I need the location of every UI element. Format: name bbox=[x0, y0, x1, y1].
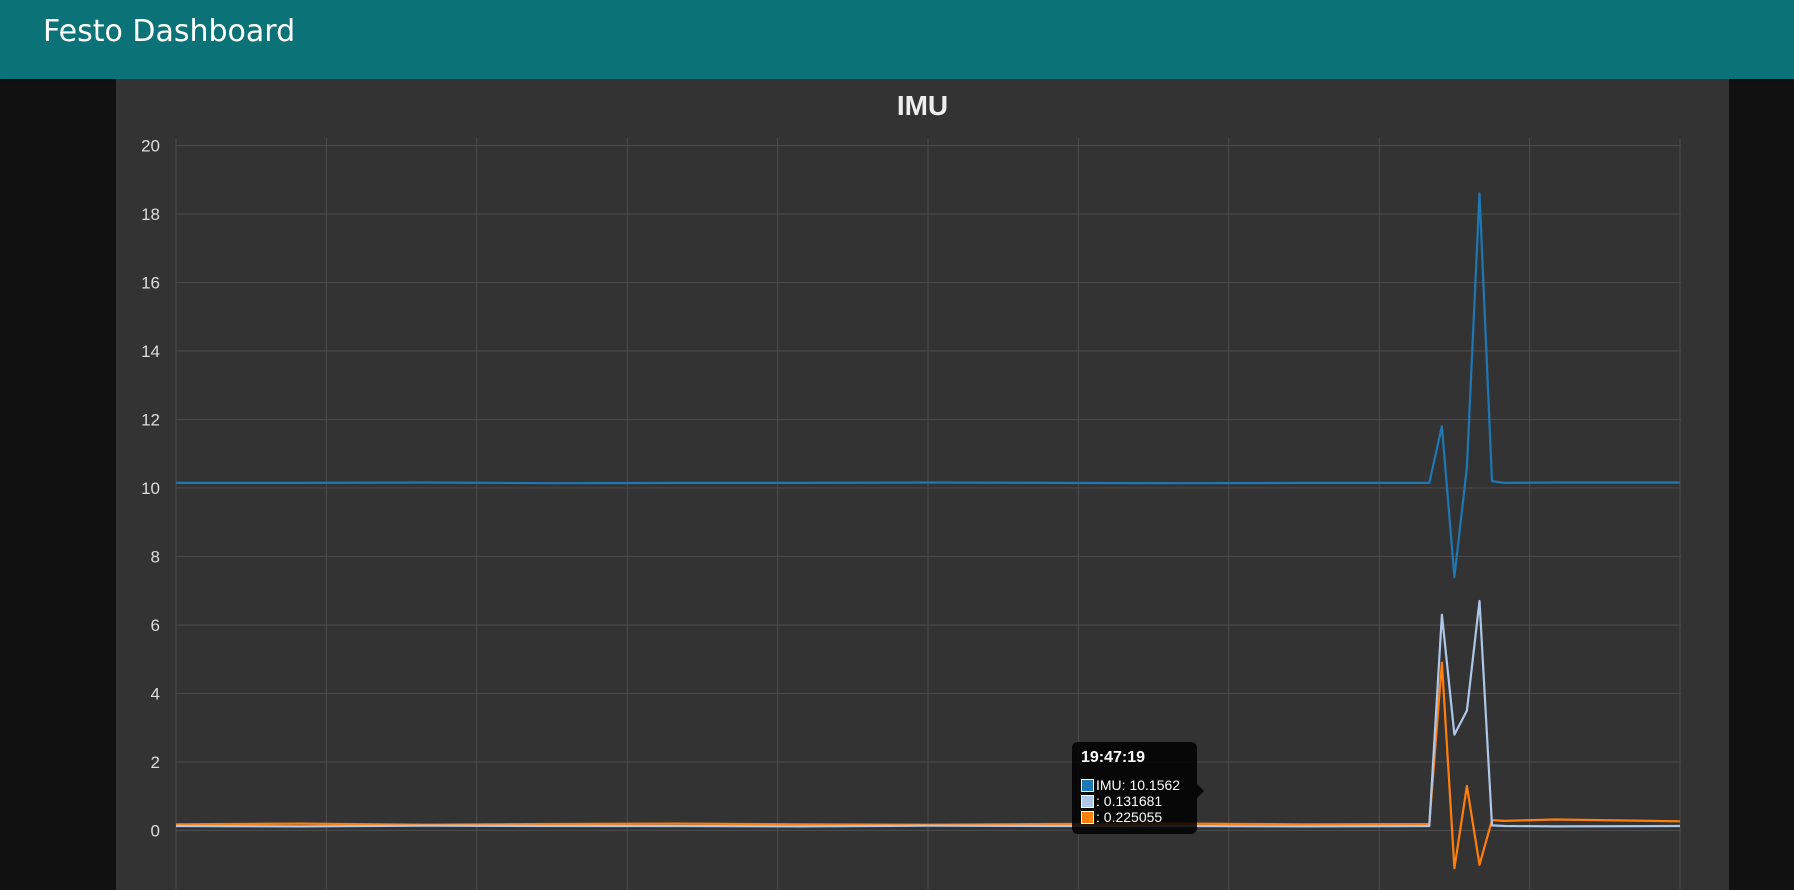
chart-grid bbox=[175, 138, 1681, 890]
y-tick-label: 16 bbox=[141, 274, 160, 293]
y-tick-label: 4 bbox=[151, 685, 160, 704]
y-tick-label: 10 bbox=[141, 479, 160, 498]
y-tick-label: 12 bbox=[141, 411, 160, 430]
tooltip-swatch bbox=[1081, 811, 1094, 824]
tooltip-value: : 0.225055 bbox=[1096, 809, 1163, 825]
y-tick-label: 18 bbox=[141, 205, 160, 224]
app-header: Festo Dashboard bbox=[0, 0, 1794, 79]
y-tick-label: 0 bbox=[151, 822, 160, 841]
chart-series bbox=[175, 192, 1681, 870]
tooltip-time: 19:47:19 bbox=[1081, 749, 1146, 766]
y-axis-ticks: 0 2 4 6 8 10 12 14 16 18 20 bbox=[141, 137, 160, 841]
app-title: Festo Dashboard bbox=[43, 14, 296, 49]
tooltip-swatch bbox=[1081, 795, 1094, 808]
series-line-1[interactable] bbox=[176, 192, 1680, 579]
tooltip-value: : 0.131681 bbox=[1096, 793, 1163, 809]
series-line-2[interactable] bbox=[175, 599, 1681, 828]
tooltip-value: IMU: 10.1562 bbox=[1096, 777, 1181, 793]
chart-tooltip: 19:47:19 IMU: 10.1562 : 0.131681 : 0.225… bbox=[1072, 742, 1204, 834]
tooltip-swatch bbox=[1081, 779, 1094, 792]
y-tick-label: 20 bbox=[141, 137, 160, 156]
tooltip-row-series-2: : 0.131681 bbox=[1081, 794, 1162, 810]
y-tick-label: 14 bbox=[141, 342, 160, 361]
y-tick-label: 2 bbox=[151, 753, 160, 772]
chart-title: IMU bbox=[896, 90, 949, 121]
imu-line-chart[interactable]: 0 2 4 6 8 10 12 14 16 18 20 bbox=[116, 79, 1729, 890]
tooltip-row-imu: IMU: 10.1562 bbox=[1081, 778, 1180, 794]
y-tick-label: 6 bbox=[151, 616, 160, 635]
tooltip-row-series-3: : 0.225055 bbox=[1081, 810, 1162, 826]
y-tick-label: 8 bbox=[151, 548, 160, 567]
chart-panel: 0 2 4 6 8 10 12 14 16 18 20 IMU 19:47:19 IMU: 10.1… bbox=[116, 79, 1729, 890]
